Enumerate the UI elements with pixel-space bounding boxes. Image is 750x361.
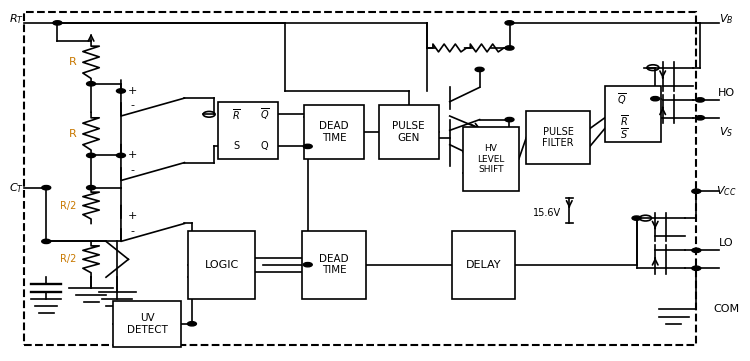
- Text: DELAY: DELAY: [466, 260, 501, 270]
- Text: $\overline{R}$: $\overline{R}$: [232, 107, 241, 122]
- Text: HO: HO: [718, 88, 735, 98]
- Circle shape: [53, 21, 62, 25]
- Text: LOGIC: LOGIC: [205, 260, 239, 270]
- Text: $R_T$: $R_T$: [9, 12, 24, 26]
- Circle shape: [505, 21, 514, 25]
- Circle shape: [116, 153, 125, 157]
- Circle shape: [476, 67, 484, 71]
- Text: $V_{CC}$: $V_{CC}$: [716, 184, 736, 198]
- Text: $V_S$: $V_S$: [719, 125, 734, 139]
- FancyBboxPatch shape: [463, 127, 519, 191]
- Circle shape: [695, 116, 704, 120]
- Text: $\overline{Q}$: $\overline{Q}$: [616, 91, 626, 106]
- Text: -: -: [130, 226, 134, 236]
- Circle shape: [505, 117, 514, 122]
- Circle shape: [695, 98, 704, 102]
- FancyBboxPatch shape: [526, 111, 590, 164]
- FancyBboxPatch shape: [379, 105, 439, 159]
- Text: R: R: [68, 129, 76, 139]
- FancyBboxPatch shape: [113, 300, 181, 347]
- Text: $\overline{Q}$: $\overline{Q}$: [260, 106, 269, 122]
- Circle shape: [303, 262, 312, 267]
- FancyBboxPatch shape: [604, 87, 661, 142]
- FancyBboxPatch shape: [302, 231, 366, 299]
- Text: PULSE
FILTER: PULSE FILTER: [542, 127, 574, 148]
- Text: HV
LEVEL
SHIFT: HV LEVEL SHIFT: [477, 144, 505, 174]
- Circle shape: [692, 266, 700, 270]
- Text: S: S: [233, 142, 239, 151]
- Text: R: R: [68, 57, 76, 67]
- Text: +: +: [128, 86, 136, 96]
- Text: DEAD
TIME: DEAD TIME: [319, 121, 349, 143]
- Circle shape: [42, 186, 51, 190]
- Text: R/2: R/2: [61, 254, 76, 264]
- FancyBboxPatch shape: [188, 231, 256, 299]
- Text: $\overline{R}$: $\overline{R}$: [620, 113, 628, 128]
- Circle shape: [86, 82, 95, 86]
- FancyBboxPatch shape: [218, 102, 278, 159]
- Text: -: -: [130, 100, 134, 110]
- FancyBboxPatch shape: [304, 105, 364, 159]
- Text: $\overline{S}$: $\overline{S}$: [620, 126, 628, 141]
- Text: $V_B$: $V_B$: [719, 12, 734, 26]
- FancyBboxPatch shape: [452, 231, 515, 299]
- Text: LO: LO: [719, 238, 734, 248]
- Circle shape: [632, 216, 641, 220]
- Text: COM: COM: [713, 304, 740, 314]
- Text: UV
DETECT: UV DETECT: [127, 313, 167, 335]
- Circle shape: [86, 186, 95, 190]
- Text: -: -: [130, 165, 134, 175]
- Circle shape: [692, 189, 700, 193]
- Circle shape: [303, 144, 312, 148]
- Circle shape: [42, 239, 51, 244]
- Circle shape: [505, 46, 514, 50]
- Text: +: +: [128, 211, 136, 221]
- Circle shape: [86, 153, 95, 157]
- Text: $C_T$: $C_T$: [9, 181, 24, 195]
- Text: 15.6V: 15.6V: [532, 208, 561, 218]
- Text: Q: Q: [261, 142, 268, 151]
- Text: +: +: [128, 151, 136, 160]
- Circle shape: [651, 96, 660, 101]
- Text: R/2: R/2: [61, 201, 76, 210]
- Circle shape: [116, 89, 125, 93]
- Circle shape: [692, 248, 700, 252]
- Text: PULSE
GEN: PULSE GEN: [392, 121, 425, 143]
- Text: DEAD
TIME: DEAD TIME: [319, 254, 349, 275]
- Circle shape: [188, 322, 196, 326]
